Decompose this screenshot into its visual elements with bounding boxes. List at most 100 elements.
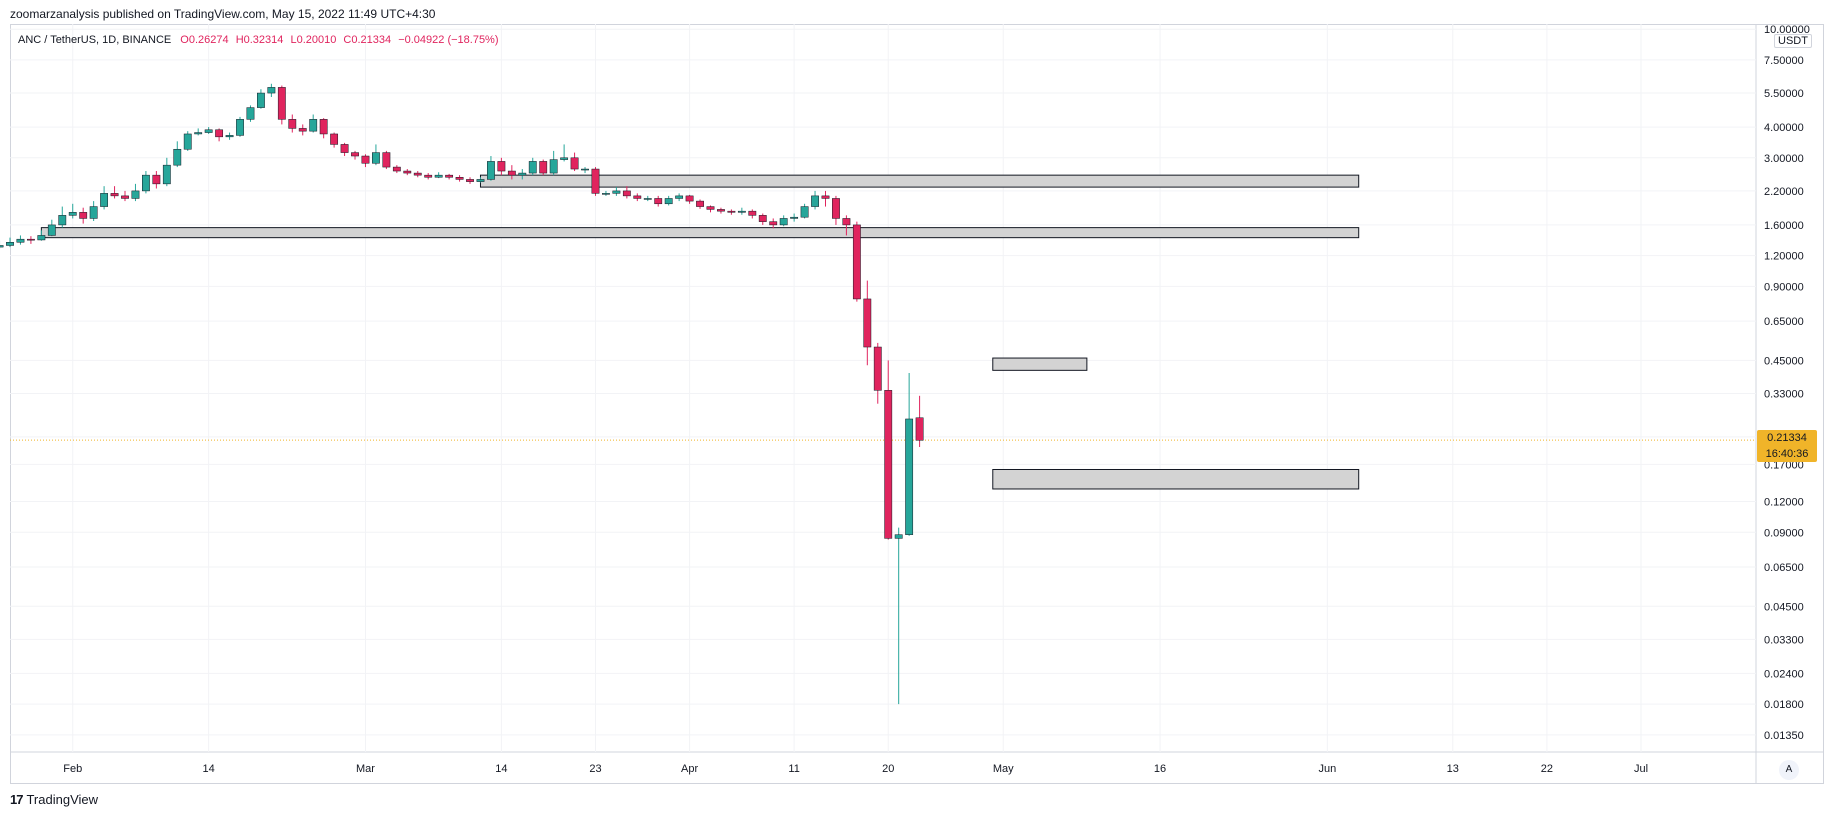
candle[interactable]	[696, 200, 704, 207]
candle[interactable]	[236, 119, 244, 136]
candle[interactable]	[298, 128, 307, 132]
candle[interactable]	[466, 179, 474, 182]
candle[interactable]	[6, 242, 14, 246]
candle[interactable]	[800, 206, 809, 218]
candle[interactable]	[445, 174, 454, 178]
candle[interactable]	[737, 210, 746, 213]
candle[interactable]	[821, 195, 830, 199]
candle[interactable]	[811, 195, 819, 207]
candle[interactable]	[361, 155, 370, 164]
candle[interactable]	[340, 144, 349, 153]
candle[interactable]	[487, 161, 495, 180]
candle[interactable]	[372, 152, 380, 164]
candle[interactable]	[664, 198, 673, 205]
candle[interactable]	[288, 119, 297, 129]
candle[interactable]	[518, 172, 527, 176]
candle[interactable]	[403, 170, 412, 174]
candle[interactable]	[884, 390, 893, 539]
candle[interactable]	[758, 215, 767, 222]
support-resistance-zone[interactable]	[992, 357, 1088, 371]
candle[interactable]	[769, 221, 778, 226]
candle[interactable]	[183, 133, 192, 150]
candle[interactable]	[79, 212, 88, 219]
candle[interactable]	[152, 174, 161, 185]
candle[interactable]	[612, 190, 621, 194]
tradingview-logo[interactable]: 17 TradingView	[10, 792, 98, 807]
support-resistance-zone[interactable]	[40, 227, 1360, 239]
candle[interactable]	[434, 174, 443, 178]
candle[interactable]	[142, 174, 150, 192]
candle[interactable]	[277, 87, 286, 120]
candle[interactable]	[622, 190, 631, 197]
currency-unit-badge[interactable]: USDT	[1774, 34, 1812, 48]
candle[interactable]	[413, 172, 422, 176]
candle[interactable]	[131, 190, 140, 199]
candle[interactable]	[194, 132, 203, 135]
candle[interactable]	[424, 174, 433, 178]
candle[interactable]	[319, 119, 328, 135]
candle[interactable]	[267, 87, 276, 94]
candle[interactable]	[549, 159, 558, 174]
candle[interactable]	[539, 161, 548, 174]
candle[interactable]	[591, 168, 600, 194]
candle[interactable]	[392, 166, 401, 172]
candle[interactable]	[58, 215, 67, 226]
candle[interactable]	[204, 129, 213, 133]
candle[interactable]	[894, 534, 903, 539]
chart-frame[interactable]	[10, 24, 1824, 784]
candle[interactable]	[779, 218, 788, 226]
candle[interactable]	[706, 206, 715, 210]
candle[interactable]	[110, 193, 119, 197]
candle[interactable]	[832, 198, 840, 219]
x-tick-label: Jul	[1634, 763, 1648, 775]
candle[interactable]	[570, 157, 579, 170]
support-resistance-zone[interactable]	[479, 174, 1360, 188]
candle[interactable]	[717, 209, 725, 212]
candle[interactable]	[309, 119, 318, 132]
candle[interactable]	[497, 161, 506, 172]
candle[interactable]	[852, 224, 861, 300]
candle[interactable]	[633, 195, 642, 199]
candle[interactable]	[685, 195, 694, 202]
candle[interactable]	[790, 216, 799, 219]
candle[interactable]	[905, 418, 914, 535]
candle[interactable]	[330, 133, 339, 145]
support-resistance-zone[interactable]	[992, 468, 1360, 490]
candle[interactable]	[16, 238, 25, 243]
candle[interactable]	[915, 417, 924, 441]
candle[interactable]	[507, 170, 516, 176]
candle[interactable]	[351, 152, 359, 157]
candle[interactable]	[382, 152, 391, 168]
candle[interactable]	[873, 346, 882, 391]
candle[interactable]	[602, 193, 610, 195]
candle[interactable]	[68, 212, 77, 216]
candle[interactable]	[215, 129, 224, 138]
candle[interactable]	[121, 195, 129, 199]
candle[interactable]	[246, 107, 255, 120]
candle[interactable]	[100, 193, 109, 207]
candle[interactable]	[643, 198, 652, 200]
candle[interactable]	[0, 245, 4, 248]
candle[interactable]	[225, 135, 234, 138]
candlestick-chart[interactable]: 10.00000 7.50000 5.50000 4.00000 3.00000 2.20…	[0, 0, 1834, 784]
auto-scale-button[interactable]: A	[1779, 760, 1799, 780]
candle[interactable]	[654, 198, 663, 205]
candle[interactable]	[748, 210, 757, 216]
candle[interactable]	[560, 157, 569, 160]
candle[interactable]	[173, 148, 182, 166]
candle[interactable]	[27, 238, 35, 241]
candle[interactable]	[257, 92, 265, 108]
candle[interactable]	[455, 177, 464, 180]
candle[interactable]	[528, 161, 537, 174]
candle[interactable]	[727, 210, 736, 213]
candle[interactable]	[863, 298, 872, 348]
symbol-label[interactable]: ANC / TetherUS, 1D, BINANCE	[18, 34, 172, 46]
candle[interactable]	[842, 218, 851, 226]
candle[interactable]	[47, 224, 56, 236]
candle[interactable]	[89, 206, 98, 219]
candle[interactable]	[675, 195, 684, 199]
candle[interactable]	[162, 164, 171, 185]
candle[interactable]	[476, 179, 485, 182]
candle[interactable]	[37, 235, 46, 241]
candle[interactable]	[581, 168, 589, 171]
